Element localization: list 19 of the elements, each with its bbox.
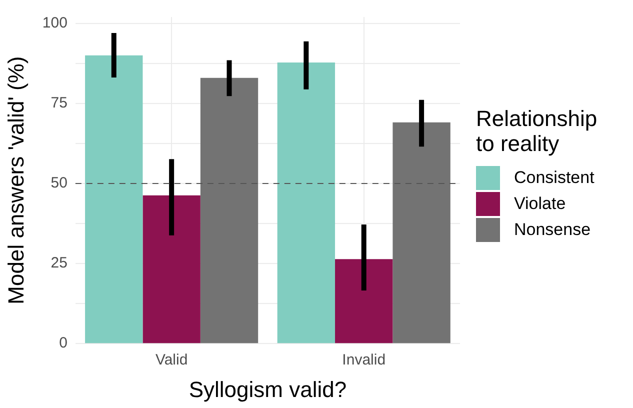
legend-label: Violate xyxy=(514,194,566,214)
y-tick-label: 25 xyxy=(50,254,68,272)
y-tick-label: 75 xyxy=(50,94,68,112)
bar xyxy=(200,78,258,344)
y-tick-label: 50 xyxy=(50,174,68,192)
bar xyxy=(392,122,450,344)
x-tick-label: Valid xyxy=(155,352,188,369)
legend-label: Nonsense xyxy=(514,220,591,240)
x-axis-title: Syllogism valid? xyxy=(188,376,347,402)
bar xyxy=(277,62,336,344)
y-axis-title: Model answers 'valid' (%) xyxy=(3,56,28,304)
bar xyxy=(85,55,143,344)
y-tick-label: 0 xyxy=(59,334,68,352)
bar xyxy=(142,195,200,344)
x-tick-label: Invalid xyxy=(342,352,386,369)
legend-label: Consistent xyxy=(514,168,594,188)
bar xyxy=(335,259,393,344)
legend-title: Relationship to reality xyxy=(476,106,598,157)
y-tick-label: 100 xyxy=(42,14,68,32)
